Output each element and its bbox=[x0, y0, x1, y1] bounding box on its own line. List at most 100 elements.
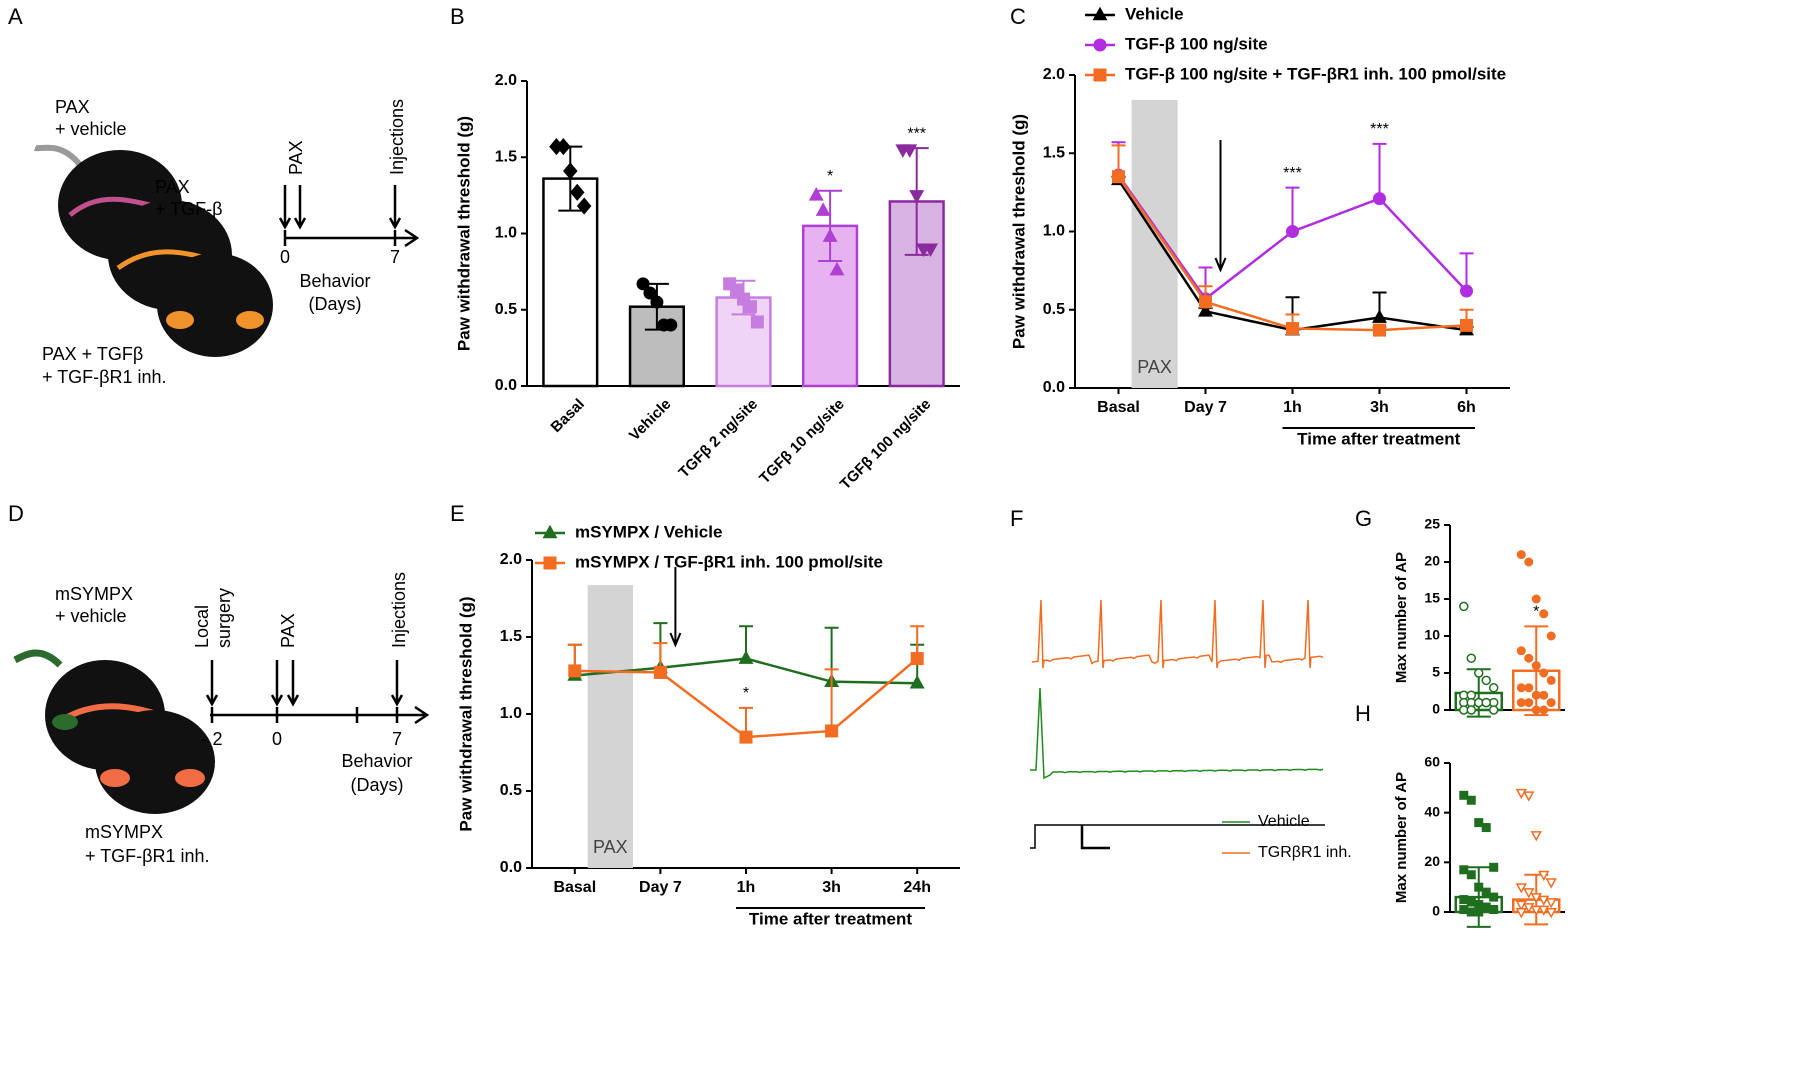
marker bbox=[1516, 550, 1526, 560]
group-label: mSYMPX bbox=[85, 822, 163, 842]
marker bbox=[909, 190, 925, 204]
y-tick-label: 20 bbox=[1424, 553, 1440, 569]
significance: * bbox=[1533, 604, 1539, 621]
legend-label: TGF-β 100 ng/site + TGF-βR1 inh. 100 pmo… bbox=[1125, 64, 1506, 83]
error-bar bbox=[818, 189, 843, 262]
legend-label: mSYMPX / TGF-βR1 inh. 100 pmol/site bbox=[575, 552, 883, 571]
legend-label: TGRβR1 inh. bbox=[1258, 844, 1352, 861]
y-tick-label: 15 bbox=[1424, 590, 1440, 606]
y-tick-label: 60 bbox=[1424, 754, 1440, 770]
marker bbox=[1459, 905, 1469, 915]
significance: *** bbox=[1283, 165, 1302, 182]
marker bbox=[636, 277, 650, 291]
stimulus-trace bbox=[1030, 824, 1325, 849]
arrow bbox=[1214, 140, 1227, 273]
marker bbox=[1489, 892, 1499, 902]
marker bbox=[664, 318, 678, 332]
event-label: Injections bbox=[389, 572, 409, 648]
x-tick-label: Basal bbox=[553, 879, 596, 896]
marker bbox=[1545, 878, 1557, 889]
y-tick-label: 1.0 bbox=[500, 705, 522, 722]
y-tick-label: 1.5 bbox=[500, 628, 522, 645]
legend-label: Vehicle bbox=[1125, 4, 1184, 23]
timeline-tick: 0 bbox=[280, 247, 290, 267]
marker bbox=[1531, 594, 1541, 604]
significance: * bbox=[743, 685, 749, 702]
marker bbox=[822, 228, 838, 242]
marker bbox=[1531, 690, 1541, 700]
timeline-d bbox=[205, 660, 430, 725]
x-tick-label: 6h bbox=[1457, 399, 1476, 416]
legend-marker bbox=[1093, 38, 1107, 52]
shade-label: PAX bbox=[1137, 357, 1172, 377]
marker bbox=[829, 261, 845, 276]
bar bbox=[542, 177, 599, 388]
marker bbox=[1530, 905, 1542, 916]
y-tick-label: 2.0 bbox=[495, 72, 517, 89]
marker bbox=[643, 286, 657, 300]
marker bbox=[1539, 705, 1549, 715]
marker bbox=[1460, 318, 1473, 332]
y-tick-label: 10 bbox=[1424, 627, 1440, 643]
timeline-label: Behavior bbox=[341, 751, 412, 771]
marker bbox=[1466, 897, 1476, 907]
marker bbox=[1516, 646, 1526, 656]
marker bbox=[1545, 898, 1557, 909]
x-tick-label: TGFβ 100 ng/site bbox=[837, 396, 934, 493]
panel-label: B bbox=[450, 4, 465, 29]
x-tick-label: Basal bbox=[1097, 399, 1140, 416]
y-tick-label: 2.0 bbox=[1043, 66, 1065, 83]
marker bbox=[1515, 883, 1527, 894]
shade bbox=[1131, 100, 1178, 388]
marker bbox=[1538, 870, 1550, 882]
x-tick-label: Vehicle bbox=[626, 396, 675, 445]
legend-marker bbox=[1092, 6, 1108, 21]
panel-label: E bbox=[450, 501, 465, 526]
legend-marker bbox=[1093, 68, 1107, 82]
event-label: surgery bbox=[214, 588, 234, 648]
marker bbox=[1524, 653, 1534, 663]
event-label: Injections bbox=[387, 99, 407, 175]
timeline-label: Behavior bbox=[299, 271, 370, 291]
x-tick-label: 3h bbox=[822, 879, 841, 896]
timeline-tick: 7 bbox=[390, 247, 400, 267]
timeline-tick: 7 bbox=[392, 729, 402, 749]
group-label: mSYMPX bbox=[55, 584, 133, 604]
legend-label: Vehicle bbox=[1258, 813, 1310, 830]
marker bbox=[1488, 705, 1499, 715]
marker bbox=[1199, 295, 1212, 309]
x-tick-label: 1h bbox=[737, 879, 756, 896]
marker bbox=[1524, 683, 1534, 693]
event-label: PAX bbox=[286, 140, 306, 175]
error-bar bbox=[1466, 866, 1491, 928]
marker bbox=[1516, 698, 1526, 708]
marker bbox=[1459, 895, 1469, 905]
y-tick-label: 20 bbox=[1424, 853, 1440, 869]
marker bbox=[1474, 882, 1484, 892]
y-tick-label: 1.0 bbox=[1043, 223, 1065, 240]
marker bbox=[1545, 908, 1557, 919]
marker bbox=[1459, 601, 1469, 612]
timeline-a bbox=[278, 185, 420, 248]
marker bbox=[1546, 698, 1556, 708]
legend-marker bbox=[542, 524, 558, 539]
marker bbox=[1474, 907, 1484, 917]
marker bbox=[1474, 668, 1484, 678]
marker bbox=[1539, 609, 1549, 619]
error-bar bbox=[1372, 142, 1387, 199]
marker bbox=[1546, 631, 1556, 641]
marker bbox=[1474, 900, 1484, 910]
group-label: + vehicle bbox=[55, 606, 127, 626]
marker bbox=[1531, 661, 1541, 671]
marker bbox=[1524, 557, 1534, 567]
marker bbox=[1488, 683, 1499, 693]
marker bbox=[808, 187, 824, 201]
marker bbox=[1466, 870, 1476, 880]
x-tick-label: Day 7 bbox=[639, 879, 682, 896]
marker bbox=[910, 652, 924, 666]
marker bbox=[653, 665, 667, 679]
timeline-label: (Days) bbox=[351, 775, 404, 795]
trace bbox=[1031, 599, 1324, 669]
marker bbox=[1539, 690, 1549, 700]
